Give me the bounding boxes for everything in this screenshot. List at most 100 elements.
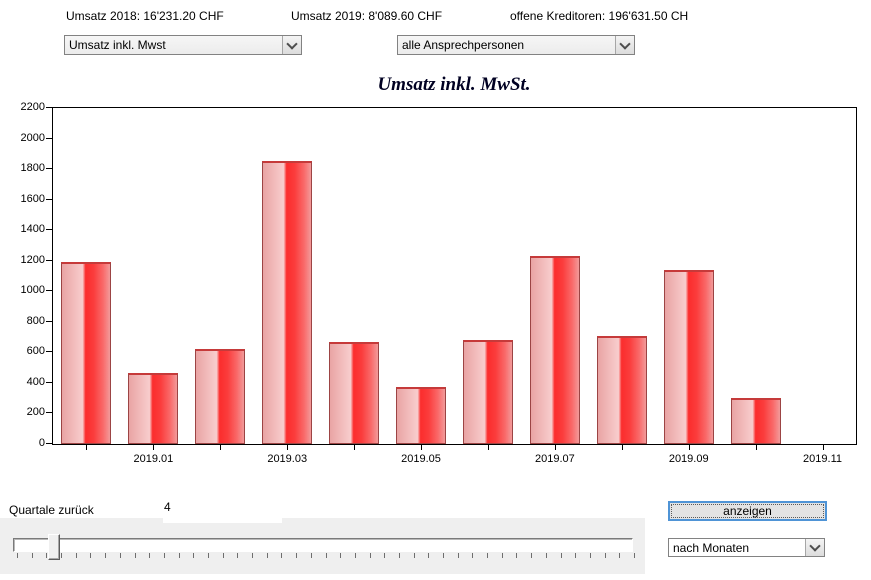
slider-tick: [17, 553, 18, 558]
slider-tick: [428, 553, 430, 558]
quartale-slider-track[interactable]: [13, 538, 633, 552]
x-axis-label: 2019.01: [133, 453, 174, 465]
slider-tick: [90, 553, 92, 558]
x-axis-label: 2019.11: [803, 453, 843, 465]
slider-tick: [193, 553, 195, 558]
slider-tick: [222, 553, 224, 558]
slider-tick: [501, 553, 503, 558]
x-axis-tick: [755, 445, 757, 450]
bar-2019.04: [329, 342, 380, 444]
x-axis-tick: [822, 445, 824, 450]
slider-tick: [46, 553, 48, 558]
slider-tick: [354, 553, 356, 558]
x-axis-label: 2019.03: [267, 453, 308, 465]
y-axis-tick: [46, 290, 52, 291]
y-axis-label: 2000: [20, 131, 45, 144]
y-axis-label: 1800: [20, 162, 45, 175]
slider-tick: [384, 553, 386, 558]
slider-tick: [413, 553, 415, 558]
x-axis-tick: [621, 445, 623, 450]
slider-tick: [487, 553, 489, 558]
slider-tick: [31, 553, 33, 558]
persons-dropdown-value: alle Ansprechpersonen: [402, 38, 525, 52]
y-axis-label: 0: [38, 437, 45, 449]
x-axis-label: 2019.05: [401, 453, 441, 465]
slider-tick: [149, 553, 151, 558]
y-axis-tick: [46, 260, 52, 261]
y-axis-label: 800: [26, 314, 45, 327]
chevron-down-icon[interactable]: [805, 539, 824, 556]
y-axis-label: 1400: [20, 223, 45, 236]
slider-tick: [310, 553, 312, 558]
y-axis-tick: [46, 351, 52, 352]
slider-tick: [457, 553, 459, 558]
chart-plot-area: 2019.01 2019.03 2019.05 2019.07 2019.09 2019.…: [52, 107, 857, 465]
slider-tick: [604, 553, 606, 558]
umsatz-2018-label: Umsatz 2018: 16'231.20 CHF: [66, 9, 224, 23]
slider-tick: [369, 553, 371, 558]
slider-tick: [252, 553, 254, 558]
x-axis-tick: [287, 445, 289, 450]
anzeigen-button[interactable]: anzeigen: [668, 501, 827, 521]
slider-tick: [531, 553, 533, 558]
slider-tick: [634, 553, 635, 558]
x-axis-label: 2019.09: [668, 453, 709, 465]
persons-dropdown[interactable]: alle Ansprechpersonen: [397, 35, 635, 55]
y-axis-tick: [46, 229, 52, 230]
quartale-slider-thumb[interactable]: [48, 534, 60, 560]
chevron-down-icon[interactable]: [615, 36, 634, 54]
y-axis-label: 400: [26, 375, 45, 388]
bar-2018.12: [61, 262, 112, 444]
group-by-dropdown[interactable]: nach Monaten: [668, 538, 825, 557]
slider-tick: [340, 553, 342, 558]
slider-tick: [266, 553, 268, 558]
metric-dropdown[interactable]: Umsatz inkl. Mwst: [64, 35, 302, 55]
offene-kreditoren-label: offene Kreditoren: 196'631.50 CH: [510, 9, 689, 23]
bar-2019.09: [663, 270, 714, 444]
y-axis-tick: [46, 107, 52, 108]
slider-tick: [75, 553, 77, 558]
y-axis-tick: [46, 382, 52, 383]
slider-tick: [281, 553, 283, 558]
slider-tick: [516, 553, 518, 558]
slider-tick: [560, 553, 562, 558]
slider-tick: [325, 553, 327, 558]
x-axis-tick: [153, 445, 155, 450]
x-axis-tick: [421, 445, 423, 450]
bar-2019.10: [730, 398, 781, 444]
slider-tick: [398, 553, 400, 558]
x-axis-tick: [220, 445, 222, 450]
bar-2019.06: [462, 340, 513, 444]
chart-title: Umsatz inkl. MwSt.: [377, 74, 531, 95]
slider-tick: [575, 553, 577, 558]
y-axis-label: 1000: [20, 284, 45, 297]
slider-tick: [134, 553, 136, 558]
x-axis-tick: [354, 445, 356, 450]
y-axis-tick: [46, 321, 52, 322]
quartale-value-field[interactable]: 4: [163, 498, 282, 523]
bar-2019.08: [596, 336, 647, 444]
bar-2019.03: [262, 161, 313, 444]
x-axis-tick: [487, 445, 489, 450]
x-axis-tick: [86, 445, 88, 450]
bar-2019.05: [396, 387, 447, 444]
slider-tick: [163, 553, 165, 558]
slider-tick: [589, 553, 591, 558]
y-axis-label: 200: [26, 406, 45, 419]
slider-tick: [61, 553, 63, 558]
y-axis-label: 600: [26, 345, 45, 358]
group-by-dropdown-value: nach Monaten: [673, 540, 750, 555]
y-axis-label: 2200: [20, 101, 45, 113]
y-axis-tick: [46, 443, 52, 444]
slider-tick: [619, 553, 621, 558]
y-axis-tick: [46, 412, 52, 413]
slider-tick: [105, 553, 107, 558]
bar-2019.01: [128, 373, 179, 444]
y-axis-tick: [46, 138, 52, 139]
slider-tick: [296, 553, 298, 558]
quartale-zurueck-label: Quartale zurück: [9, 503, 94, 517]
y-axis-label: 1600: [20, 192, 45, 205]
x-axis-label: 2019.07: [534, 453, 575, 465]
chevron-down-icon[interactable]: [282, 36, 301, 54]
bar-2019.07: [529, 256, 580, 444]
